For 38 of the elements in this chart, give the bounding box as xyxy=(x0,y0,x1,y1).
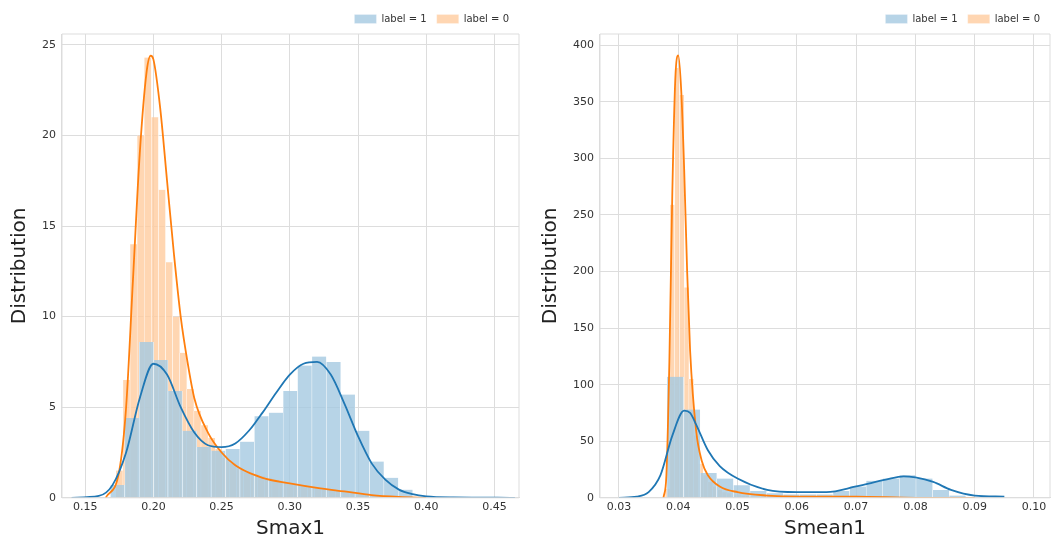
y-tick-label: 200 xyxy=(573,264,594,278)
legend-label: label = 1 xyxy=(912,12,958,24)
x-tick-label: 0.20 xyxy=(141,500,166,514)
y-tick-label: 25 xyxy=(42,37,56,51)
y-tick-label: 0 xyxy=(587,490,594,504)
y-tick-label: 300 xyxy=(573,151,594,165)
y-tick-label: 150 xyxy=(573,320,594,334)
x-tick-label: 0.15 xyxy=(72,500,98,514)
x-tick-label: 0.04 xyxy=(666,500,691,514)
y-tick-label: 20 xyxy=(42,128,56,142)
y-tick-label: 50 xyxy=(580,434,594,448)
x-tick-label: 0.25 xyxy=(209,500,234,514)
x-tick-label: 0.35 xyxy=(345,500,371,514)
y-tick-label: 100 xyxy=(573,377,594,391)
y-axis-title: Distribution xyxy=(6,207,31,325)
y-tick-label: 400 xyxy=(573,38,594,52)
y-tick-label: 350 xyxy=(573,94,594,108)
x-tick-label: 0.06 xyxy=(784,500,810,514)
x-tick-label: 0.45 xyxy=(482,500,507,514)
legend-label: label = 0 xyxy=(463,12,510,24)
y-tick-label: 250 xyxy=(573,207,594,221)
x-tick-label: 0.08 xyxy=(903,500,928,514)
x-tick-label: 0.07 xyxy=(843,500,869,514)
x-axis-title: Smean1 xyxy=(783,515,867,540)
x-tick-label: 0.09 xyxy=(962,500,987,514)
y-tick-label: 0 xyxy=(49,490,56,504)
x-tick-label: 0.30 xyxy=(277,500,303,514)
x-tick-label: 0.03 xyxy=(606,500,632,514)
x-tick-label: 0.10 xyxy=(1021,500,1047,514)
x-tick-label: 0.05 xyxy=(725,500,750,514)
legend-label: label = 0 xyxy=(994,12,1041,24)
y-axis-title: Distribution xyxy=(537,207,562,325)
y-tick-label: 5 xyxy=(49,400,56,414)
x-axis-title: Smax1 xyxy=(256,515,325,540)
y-tick-label: 15 xyxy=(42,218,56,232)
x-tick-label: 0.40 xyxy=(413,500,439,514)
legend-label: label = 1 xyxy=(381,12,427,24)
y-tick-label: 10 xyxy=(42,309,56,323)
